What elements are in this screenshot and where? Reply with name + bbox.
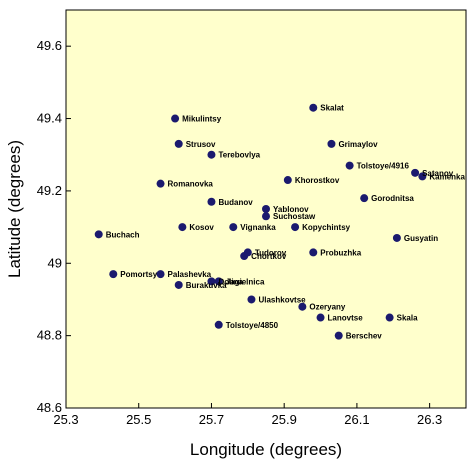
point-label: Suchostaw bbox=[273, 212, 316, 221]
point-label: Khorostkov bbox=[295, 176, 340, 185]
point-label: Terebovlya bbox=[218, 151, 260, 160]
x-tick-label: 25.5 bbox=[126, 412, 151, 427]
data-point bbox=[327, 139, 336, 148]
data-point bbox=[385, 313, 394, 322]
data-point bbox=[94, 230, 103, 239]
y-tick-label: 48.6 bbox=[37, 400, 62, 415]
point-label: Tolstoye/4850 bbox=[226, 321, 279, 330]
point-labels: Skalat Mikulintsy Strusov Grimaylov Terebovl… bbox=[106, 104, 466, 341]
data-point bbox=[207, 277, 216, 286]
x-tick-label: 26.1 bbox=[344, 412, 369, 427]
data-point bbox=[178, 223, 187, 232]
data-point bbox=[392, 233, 401, 242]
data-point bbox=[156, 270, 165, 279]
point-label: Lanovtse bbox=[328, 314, 364, 323]
point-label: Grimaylov bbox=[338, 140, 378, 149]
point-label: Kosov bbox=[189, 223, 214, 232]
point-label: Ozeryany bbox=[309, 303, 346, 312]
point-label: Ulashkovtse bbox=[258, 295, 306, 304]
point-label: Palashevka bbox=[168, 270, 212, 279]
point-label: Skalat bbox=[320, 104, 344, 113]
data-point bbox=[418, 172, 427, 181]
point-label: Tudorov bbox=[255, 248, 287, 257]
data-point bbox=[174, 139, 183, 148]
y-tick-label: 49.4 bbox=[37, 111, 62, 126]
point-label: Skala bbox=[397, 314, 418, 323]
data-point bbox=[334, 331, 343, 340]
y-tick-label: 49.2 bbox=[37, 183, 62, 198]
y-tick-label: 49.6 bbox=[37, 38, 62, 53]
data-point bbox=[174, 280, 183, 289]
data-point bbox=[229, 223, 238, 232]
data-point bbox=[171, 114, 180, 123]
point-label: Kopychintsy bbox=[302, 223, 351, 232]
data-point bbox=[298, 302, 307, 311]
point-label: Jagielnica bbox=[226, 277, 265, 286]
data-point bbox=[411, 168, 420, 177]
point-label: Satanov bbox=[422, 169, 454, 178]
y-tick-label: 49 bbox=[48, 255, 62, 270]
point-label: Pomortsy bbox=[120, 270, 157, 279]
point-label: Yablonov bbox=[273, 205, 309, 214]
point-label: Kamenka bbox=[429, 172, 465, 181]
y-tick-label: 48.8 bbox=[37, 328, 62, 343]
x-tick-label: 25.3 bbox=[53, 412, 78, 427]
point-label: Mikulintsy bbox=[182, 115, 222, 124]
data-point bbox=[240, 252, 249, 261]
point-label: Strusov bbox=[186, 140, 216, 149]
x-tick-label: 26.3 bbox=[417, 412, 442, 427]
point-label: Vignanka bbox=[240, 223, 276, 232]
data-point bbox=[283, 176, 292, 185]
point-label: Dolina bbox=[218, 277, 243, 286]
data-point bbox=[214, 320, 223, 329]
x-tick-label: 25.7 bbox=[199, 412, 224, 427]
data-points bbox=[94, 103, 427, 340]
point-label: Budanov bbox=[218, 198, 253, 207]
point-label: Probuzhka bbox=[320, 248, 361, 257]
data-point bbox=[109, 270, 118, 279]
point-label: Buchach bbox=[106, 230, 140, 239]
point-label: Tolstoye/4916 bbox=[357, 162, 410, 171]
data-point bbox=[316, 313, 325, 322]
data-point bbox=[360, 194, 369, 203]
point-label: Romanovka bbox=[168, 180, 214, 189]
data-point bbox=[262, 205, 270, 213]
data-point bbox=[207, 150, 216, 159]
point-label: Gusyatin bbox=[404, 234, 438, 243]
data-point bbox=[309, 103, 318, 112]
x-axis-title: Longitude (degrees) bbox=[190, 440, 342, 459]
point-label: Berschev bbox=[346, 332, 383, 341]
data-point bbox=[262, 212, 270, 221]
data-point bbox=[291, 223, 300, 232]
data-point bbox=[309, 248, 318, 257]
point-label: Chortkov bbox=[251, 252, 287, 261]
y-axis-title: Latitude (degrees) bbox=[5, 140, 24, 278]
data-point bbox=[207, 197, 216, 206]
point-label: Burakuvka bbox=[186, 281, 227, 290]
data-point bbox=[345, 161, 354, 170]
data-point bbox=[156, 179, 165, 188]
data-point bbox=[214, 277, 223, 286]
axis-ticks bbox=[65, 45, 431, 409]
x-tick-label: 25.9 bbox=[272, 412, 297, 427]
tick-labels: 25.3 25.5 25.7 25.9 26.1 26.3 48.6 48.8 49 49.2 49… bbox=[37, 38, 443, 427]
data-point bbox=[247, 295, 256, 304]
point-label: Gorodnitsa bbox=[371, 194, 414, 203]
